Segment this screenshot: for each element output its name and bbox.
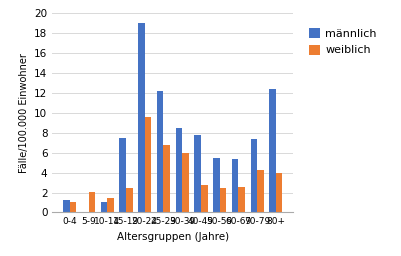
Bar bbox=[194, 135, 200, 212]
Bar bbox=[175, 127, 182, 212]
Bar bbox=[231, 158, 238, 212]
Bar bbox=[156, 91, 163, 212]
Bar bbox=[144, 117, 151, 212]
Bar bbox=[250, 138, 257, 212]
Bar bbox=[182, 153, 188, 212]
Bar bbox=[119, 138, 126, 212]
Bar bbox=[126, 187, 132, 212]
X-axis label: Altersgruppen (Jahre): Altersgruppen (Jahre) bbox=[117, 232, 228, 242]
Legend: männlich, weiblich: männlich, weiblich bbox=[308, 28, 376, 56]
Bar bbox=[88, 191, 95, 212]
Bar bbox=[213, 157, 219, 212]
Y-axis label: Fälle/100.000 Einwohner: Fälle/100.000 Einwohner bbox=[18, 53, 28, 173]
Bar bbox=[269, 89, 275, 212]
Bar bbox=[138, 23, 144, 212]
Bar bbox=[63, 199, 70, 212]
Bar bbox=[275, 173, 282, 212]
Bar bbox=[257, 169, 263, 212]
Bar bbox=[107, 198, 113, 212]
Bar bbox=[101, 202, 107, 212]
Bar bbox=[219, 187, 226, 212]
Bar bbox=[238, 187, 244, 212]
Bar bbox=[200, 185, 207, 212]
Bar bbox=[70, 202, 76, 212]
Bar bbox=[163, 145, 170, 212]
